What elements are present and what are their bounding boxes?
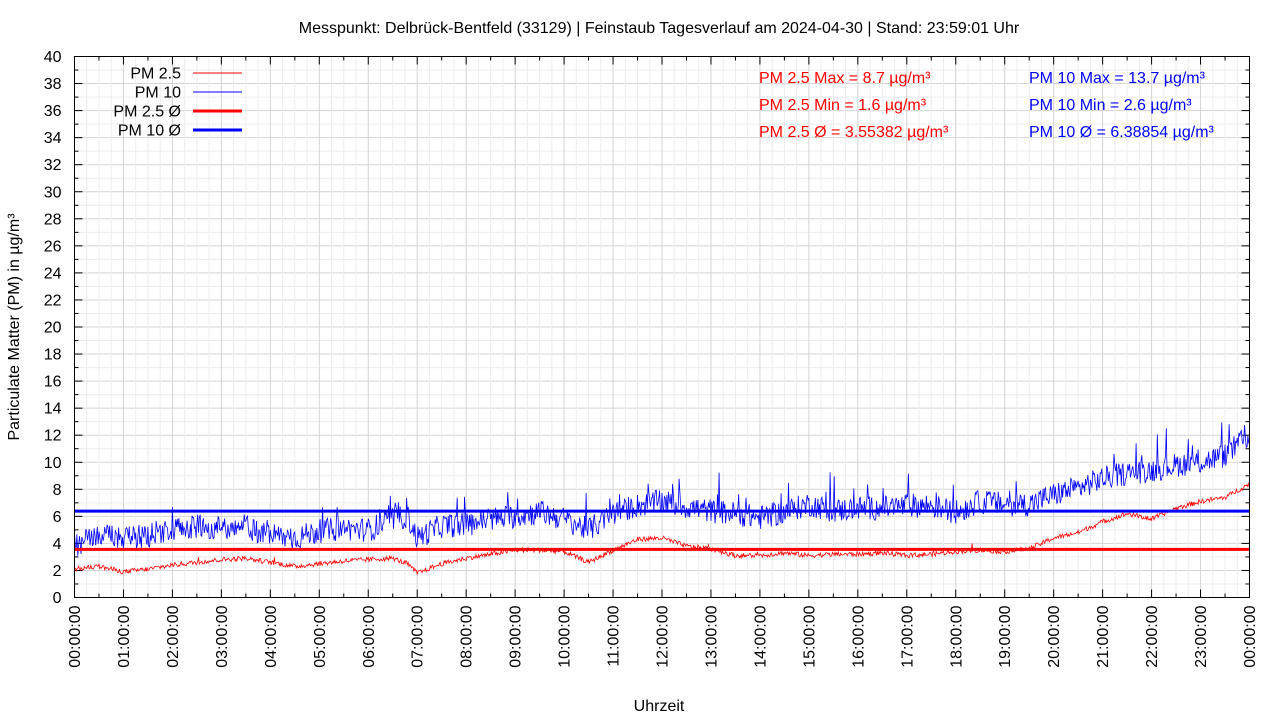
y-tick-label: 4 [53, 536, 62, 553]
legend-label: PM 10 [135, 85, 181, 102]
y-tick-label: 34 [44, 130, 62, 147]
y-tick-label: 0 [53, 590, 62, 607]
x-tick-label: 14:00:00 [752, 605, 769, 667]
y-tick-label: 24 [44, 265, 62, 282]
y-tick-label: 6 [53, 509, 62, 526]
x-tick-label: 10:00:00 [557, 605, 574, 667]
x-tick-label: 18:00:00 [948, 605, 965, 667]
x-tick-label: 21:00:00 [1095, 605, 1112, 667]
y-tick-label: 30 [44, 184, 62, 201]
y-tick-label: 28 [44, 211, 62, 228]
axes: 024681012141618202224262830323436384000:… [44, 49, 1259, 668]
x-tick-label: 05:00:00 [312, 605, 329, 667]
legend-label: PM 2.5 [130, 66, 181, 83]
x-tick-label: 00:00:00 [1242, 605, 1259, 667]
x-tick-label: 12:00:00 [655, 605, 672, 667]
x-tick-label: 15:00:00 [801, 605, 818, 667]
y-tick-label: 8 [53, 482, 62, 499]
stats-pm25-text: PM 2.5 Max = 8.7 µg/m³ [759, 70, 931, 87]
x-tick-label: 13:00:00 [703, 605, 720, 667]
y-axis-label: Particulate Matter (PM) in µg/m³ [6, 213, 23, 441]
y-tick-label: 38 [44, 76, 62, 93]
series-pm25-line [74, 482, 1250, 575]
legend-label: PM 2.5 Ø [113, 104, 181, 121]
stats-box: PM 2.5 Max = 8.7 µg/m³ PM 2.5 Min = 1.6 µ… [759, 70, 1215, 141]
x-tick-label: 22:00:00 [1144, 605, 1161, 667]
x-tick-label: 19:00:00 [997, 605, 1014, 667]
y-tick-label: 26 [44, 238, 62, 255]
y-tick-label: 32 [44, 157, 62, 174]
series-pm10-line [74, 422, 1250, 556]
plot-frame [74, 56, 1250, 598]
x-tick-label: 20:00:00 [1046, 605, 1063, 667]
x-axis-label: Uhrzeit [634, 698, 685, 715]
x-tick-label: 04:00:00 [263, 605, 280, 667]
y-tick-label: 36 [44, 103, 62, 120]
y-tick-label: 22 [44, 292, 62, 309]
stats-pm10-text: PM 10 Max = 13.7 µg/m³ [1029, 70, 1206, 87]
y-tick-label: 16 [44, 374, 62, 391]
legend-label: PM 10 Ø [118, 123, 181, 140]
y-tick-label: 12 [44, 428, 62, 445]
x-tick-label: 07:00:00 [410, 605, 427, 667]
y-tick-label: 2 [53, 563, 62, 580]
grid [74, 56, 1250, 598]
series-layer [74, 422, 1250, 575]
x-tick-label: 17:00:00 [899, 605, 916, 667]
y-tick-label: 10 [44, 455, 62, 472]
x-tick-label: 23:00:00 [1193, 605, 1210, 667]
x-tick-label: 08:00:00 [459, 605, 476, 667]
x-tick-label: 01:00:00 [116, 605, 133, 667]
stats-pm10-text: PM 10 Ø = 6.38854 µg/m³ [1029, 124, 1215, 141]
chart-title: Messpunkt: Delbrück-Bentfeld (33129) | F… [299, 20, 1020, 37]
y-tick-label: 20 [44, 320, 62, 337]
y-tick-label: 40 [44, 49, 62, 66]
y-tick-label: 18 [44, 347, 62, 364]
legend: PM 2.5 PM 10 PM 2.5 Ø PM 10 Ø [113, 66, 242, 140]
x-tick-label: 00:00:00 [67, 605, 84, 667]
stats-pm10-text: PM 10 Min = 2.6 µg/m³ [1029, 97, 1192, 114]
x-tick-label: 11:00:00 [606, 605, 623, 666]
x-tick-label: 03:00:00 [214, 605, 231, 667]
y-tick-label: 14 [44, 401, 62, 418]
x-tick-label: 16:00:00 [850, 605, 867, 667]
stats-pm25-text: PM 2.5 Min = 1.6 µg/m³ [759, 97, 927, 114]
x-tick-label: 09:00:00 [508, 605, 525, 667]
x-tick-label: 02:00:00 [165, 605, 182, 667]
x-tick-label: 06:00:00 [361, 605, 378, 667]
stats-pm25-text: PM 2.5 Ø = 3.55382 µg/m³ [759, 124, 949, 141]
